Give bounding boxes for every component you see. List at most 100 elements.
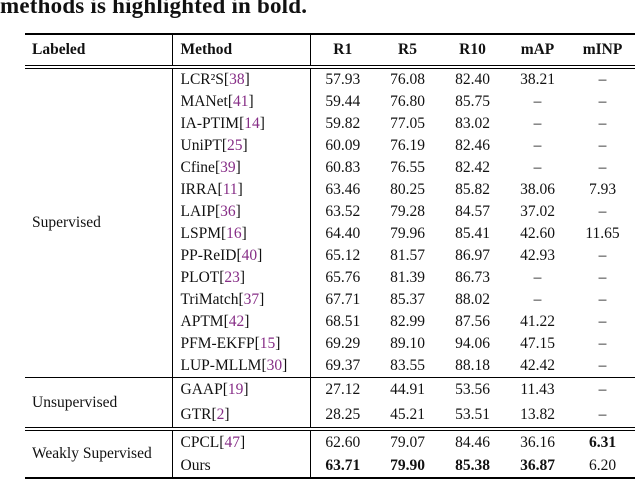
method-cell: Ours bbox=[172, 454, 311, 478]
citation-bracket: [ bbox=[223, 71, 230, 88]
metric-cell: – bbox=[598, 203, 607, 220]
method-cell: IA-PTIM[14] bbox=[172, 113, 311, 135]
metric-cell: – bbox=[533, 159, 542, 176]
method-cell: MANet[41] bbox=[172, 91, 311, 113]
results-table: Labeled Method R1 R5 R10 mAP mINP Superv… bbox=[25, 33, 635, 479]
method-cell: LAIP[36] bbox=[172, 201, 311, 223]
metric-cell: 80.25 bbox=[390, 181, 425, 198]
metric-cell: 64.40 bbox=[325, 225, 361, 242]
citation-bracket: [ bbox=[223, 313, 229, 330]
metric-cell: 42.42 bbox=[520, 357, 555, 374]
method-cell: PP-ReID[40] bbox=[172, 245, 311, 267]
metric-cell: 82.40 bbox=[455, 71, 490, 88]
metric-cell: 76.55 bbox=[390, 159, 425, 176]
metric-cell: 59.82 bbox=[325, 115, 361, 132]
metric-cell: 63.46 bbox=[325, 181, 361, 198]
metric-cell: – bbox=[598, 381, 607, 399]
column-header-r10: R10 bbox=[459, 41, 486, 58]
method-cell: GTR[2] bbox=[172, 402, 311, 429]
citation-ref: 23 bbox=[224, 269, 240, 286]
metric-cell: 60.83 bbox=[325, 159, 361, 176]
metric-cell: – bbox=[598, 291, 607, 308]
citation-bracket: ] bbox=[239, 269, 246, 286]
metric-cell: 42.60 bbox=[520, 225, 555, 242]
citation-ref: 39 bbox=[220, 159, 236, 176]
table-row: IA-PTIM[14] 59.82 77.05 83.02 – – bbox=[25, 113, 635, 135]
citation-bracket: ] bbox=[235, 203, 241, 220]
table-row: PFM-EKFP[15] 69.29 89.10 94.06 47.15 – bbox=[25, 333, 635, 355]
column-header-labeled: Labeled bbox=[25, 34, 173, 67]
method-cell: PFM-EKFP[15] bbox=[172, 333, 311, 355]
citation-ref: 47 bbox=[224, 433, 240, 451]
metric-cell: – bbox=[598, 247, 607, 264]
method-cell: CPCL[47] bbox=[172, 429, 311, 454]
metric-cell: 85.75 bbox=[455, 93, 490, 110]
metric-cell: 13.82 bbox=[520, 405, 555, 423]
results-table-container: Labeled Method R1 R5 R10 mAP mINP Superv… bbox=[25, 33, 635, 479]
metric-cell: 28.25 bbox=[325, 405, 361, 423]
citation-bracket: ] bbox=[237, 181, 243, 198]
section-label: Supervised bbox=[25, 67, 173, 378]
metric-cell: – bbox=[598, 335, 607, 352]
metric-cell: 69.37 bbox=[325, 357, 361, 374]
metric-cell: 67.71 bbox=[325, 291, 361, 308]
method-cell: GAAP[19] bbox=[172, 377, 311, 403]
citation-ref: 15 bbox=[259, 335, 276, 352]
metric-cell: 76.80 bbox=[390, 93, 425, 110]
citation-ref: 25 bbox=[227, 137, 243, 154]
metric-cell: 88.18 bbox=[455, 357, 490, 374]
metric-cell: – bbox=[598, 357, 607, 374]
metric-cell: 69.29 bbox=[325, 335, 361, 352]
method-name: LSPM bbox=[180, 225, 222, 242]
citation-bracket: [ bbox=[236, 247, 242, 264]
method-cell: APTM[42] bbox=[172, 311, 311, 333]
metric-cell: 85.41 bbox=[455, 225, 490, 242]
metric-cell: – bbox=[598, 405, 607, 423]
metric-cell: 53.51 bbox=[455, 405, 490, 423]
table-row: PP-ReID[40] 65.12 81.57 86.97 42.93 – bbox=[25, 245, 635, 267]
citation-ref: 30 bbox=[266, 357, 283, 374]
citation-bracket: ] bbox=[242, 137, 248, 154]
table-row: APTM[42] 68.51 82.99 87.56 41.22 – bbox=[25, 311, 635, 333]
citation-bracket: [ bbox=[261, 357, 267, 374]
citation-bracket: [ bbox=[221, 137, 228, 154]
metric-cell: – bbox=[533, 269, 542, 286]
citation-bracket: ] bbox=[224, 405, 230, 423]
citation-bracket: ] bbox=[243, 381, 249, 399]
metric-cell: 11.43 bbox=[520, 381, 555, 399]
table-row: IRRA[11] 63.46 80.25 85.82 38.06 7.93 bbox=[25, 179, 635, 201]
method-name: MANet bbox=[180, 93, 228, 110]
citation-bracket: ] bbox=[241, 225, 247, 242]
citation-ref: 14 bbox=[244, 115, 260, 132]
metric-cell: 11.65 bbox=[585, 225, 620, 242]
method-name: PP-ReID bbox=[180, 247, 237, 264]
citation-bracket: ] bbox=[244, 71, 250, 88]
method-name: UniPT bbox=[180, 137, 222, 154]
citation-bracket: ] bbox=[282, 357, 288, 374]
metric-cell: 27.12 bbox=[325, 381, 361, 399]
metric-cell: 7.93 bbox=[588, 181, 617, 198]
metric-cell: 37.02 bbox=[520, 203, 555, 220]
citation-bracket: ] bbox=[275, 335, 281, 352]
metric-cell: 36.16 bbox=[520, 433, 555, 451]
citation-bracket: [ bbox=[214, 203, 221, 220]
metric-cell: 89.10 bbox=[390, 335, 425, 352]
method-cell: LCR²S[38] bbox=[172, 67, 311, 91]
table-row: LAIP[36] 63.52 79.28 84.57 37.02 – bbox=[25, 201, 635, 223]
table-row: Unsupervised GAAP[19] 27.12 44.91 53.56 11.43… bbox=[25, 377, 635, 429]
method-name: LAIP bbox=[180, 203, 215, 220]
method-name: Ours bbox=[180, 456, 211, 474]
metric-cell: – bbox=[598, 269, 607, 286]
citation-ref: 42 bbox=[228, 313, 245, 330]
method-name: LUP-MLLM bbox=[180, 357, 262, 374]
metric-cell: 38.06 bbox=[520, 181, 555, 198]
method-cell: IRRA[11] bbox=[172, 179, 311, 201]
citation-ref: 19 bbox=[227, 381, 244, 399]
metric-cell: 45.21 bbox=[390, 405, 425, 423]
citation-ref: 37 bbox=[243, 291, 260, 308]
metric-cell: 79.28 bbox=[390, 203, 425, 220]
method-cell: UniPT[25] bbox=[172, 135, 311, 157]
metric-cell: 65.76 bbox=[325, 269, 361, 286]
metric-cell: 85.82 bbox=[455, 181, 490, 198]
method-name: CPCL bbox=[180, 433, 220, 451]
